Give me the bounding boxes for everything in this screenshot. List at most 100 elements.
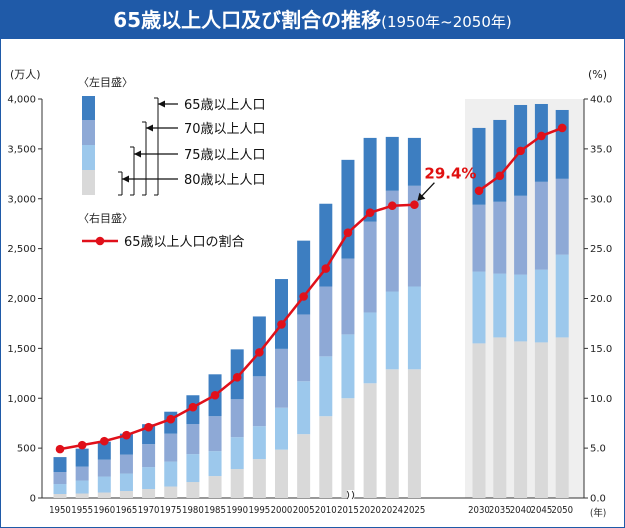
right-tick-label: 25.0 — [590, 244, 612, 255]
x-tick-label: 1995 — [248, 505, 270, 516]
bar-segment — [186, 454, 200, 483]
bar-segment — [472, 343, 486, 498]
axis-break-mark — [346, 490, 355, 502]
legend-swatch — [82, 170, 95, 195]
bar-segment — [75, 448, 89, 467]
ratio-point — [166, 414, 176, 424]
bar-segment — [53, 494, 67, 498]
bar-segment — [555, 254, 569, 338]
x-tick-label: 1985 — [204, 505, 226, 516]
x-tick-label: 2040 — [510, 505, 532, 516]
ratio-point — [232, 373, 242, 382]
bar-segment — [53, 457, 67, 473]
legend-swatch — [82, 96, 95, 120]
bar-segment — [341, 334, 355, 399]
bar-segment — [534, 342, 548, 498]
bar-segment — [186, 424, 200, 455]
bar-segment — [341, 258, 355, 335]
bar-segment — [534, 103, 548, 182]
x-tick-label: 1960 — [93, 505, 115, 516]
bar-segment — [493, 201, 507, 274]
bar-segment — [275, 407, 288, 450]
bar-segment — [534, 181, 548, 270]
callout-label: 29.4% — [424, 165, 476, 183]
left-tick-label: 0 — [30, 494, 36, 505]
bar-segment — [555, 109, 569, 179]
ratio-point — [343, 228, 353, 237]
bar-segment — [363, 221, 377, 313]
bar-segment — [385, 190, 399, 292]
right-tick-label: 40.0 — [590, 95, 612, 106]
ratio-point — [557, 123, 567, 133]
ratio-point — [188, 402, 198, 412]
right-tick-label: 10.0 — [590, 394, 612, 405]
left-tick-label: 3,500 — [7, 144, 36, 155]
bar-segment — [514, 195, 528, 275]
bar-segment — [407, 286, 421, 370]
x-tick-label: 2005 — [293, 505, 315, 516]
bar-segment — [472, 271, 486, 344]
bar-segment — [208, 416, 222, 452]
ratio-point — [299, 292, 308, 301]
x-tick-label: 2024 — [381, 505, 403, 516]
bar-segment — [493, 119, 507, 202]
x-tick-label: 2010 — [315, 505, 337, 516]
legend-item-label: 75歳以上人口 — [184, 148, 266, 163]
bar-segment — [230, 469, 244, 498]
bar-segment — [319, 286, 333, 357]
right-tick-label: 20.0 — [590, 294, 612, 305]
bar-segment — [230, 399, 244, 438]
bar-segment — [97, 441, 111, 460]
bar-segment — [119, 473, 133, 492]
legend-right-axis-label: 〈右目盛〉 — [78, 211, 133, 225]
axis-break-gap — [347, 490, 355, 502]
legend-item-label: 65歳以上人口 — [184, 98, 266, 113]
x-tick-label: 2050 — [551, 505, 573, 516]
bar-segment — [97, 459, 111, 477]
bar-segment — [514, 341, 528, 498]
ratio-point — [144, 422, 153, 432]
bar-segment — [297, 381, 311, 435]
ratio-point — [210, 390, 220, 400]
bar-segment — [385, 369, 399, 498]
bar-segment — [534, 269, 548, 343]
bar-segment — [472, 204, 486, 272]
x-tick-label: 2015 — [337, 505, 359, 516]
axis-break-lines — [346, 490, 355, 500]
bar-segment — [252, 459, 266, 498]
bar-segment — [407, 369, 421, 498]
bar-segment — [252, 376, 266, 427]
left-tick-label: 500 — [17, 444, 36, 455]
bar-segment — [164, 461, 178, 487]
legend-swatch — [82, 120, 95, 145]
bar-segment — [407, 185, 421, 287]
left-tick-label: 3,000 — [7, 194, 36, 205]
bar-segment — [142, 489, 156, 498]
x-tick-label: 2035 — [489, 505, 511, 516]
right-tick-label: 5.0 — [590, 444, 606, 455]
left-tick-label: 1,000 — [7, 394, 36, 405]
bar-segment — [297, 434, 311, 498]
bar-segment — [407, 137, 421, 186]
bar-segment — [297, 314, 311, 382]
chart-title: 65歳以上人口及び割合の推移 — [113, 8, 382, 32]
legend-arrow-head — [158, 100, 165, 108]
bar-segment — [75, 466, 89, 481]
x-tick-label: 2045 — [531, 505, 553, 516]
left-tick-label: 4,000 — [7, 95, 36, 106]
x-tick-label: 2025 — [404, 505, 426, 516]
x-tick-label: 1950 — [49, 505, 71, 516]
x-tick-label: 1965 — [116, 505, 138, 516]
bar-segment — [252, 316, 266, 377]
x-tick-label: 1955 — [71, 505, 93, 516]
bar-segment — [164, 433, 178, 462]
ratio-point — [77, 440, 87, 450]
x-tick-label: 2000 — [271, 505, 293, 516]
bar-segment — [75, 480, 89, 494]
left-tick-label: 2,500 — [7, 244, 36, 255]
bar-segment — [555, 337, 569, 498]
bar-segment — [119, 433, 133, 455]
legend-swatch — [82, 145, 95, 170]
legend-line-label: 65歳以上人口の割合 — [124, 234, 245, 250]
